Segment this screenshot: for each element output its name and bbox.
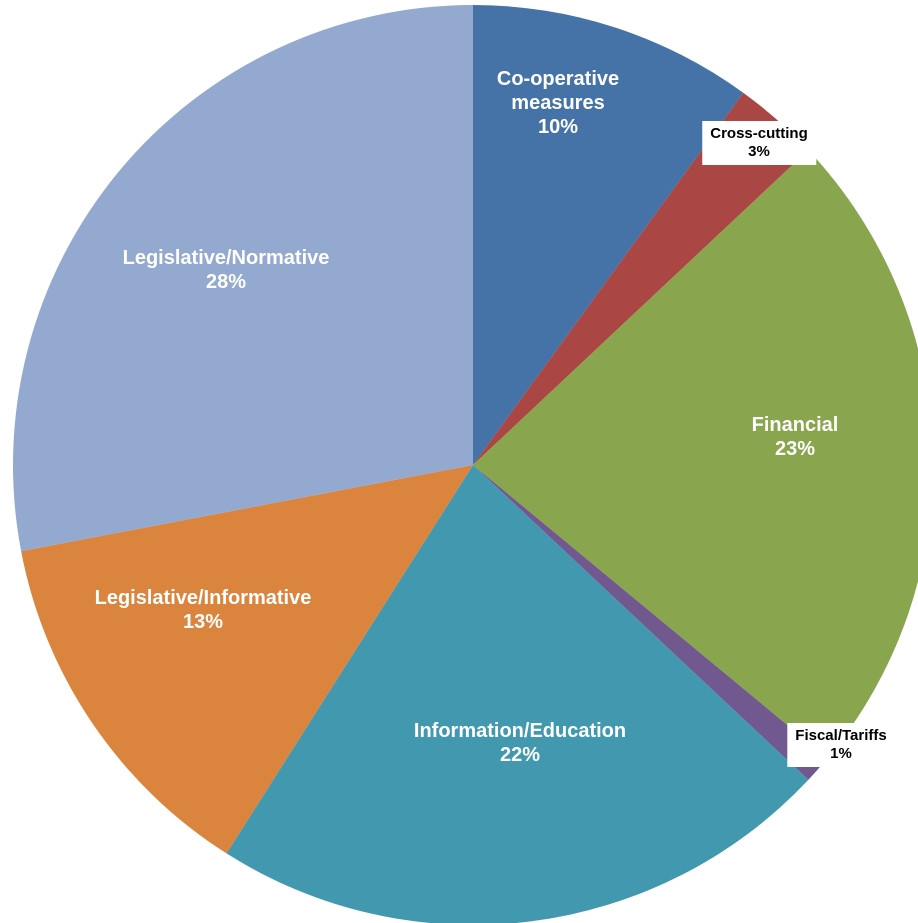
slice-label: Financial 23%: [752, 413, 839, 461]
slice-value: 1%: [830, 745, 852, 762]
slice-label: Legislative/Normative 28%: [123, 246, 330, 294]
slice-label: Fiscal/Tariffs 1%: [787, 723, 895, 767]
slice-label: Information/Education 22%: [414, 719, 626, 767]
slice-name: Cross-cutting: [710, 125, 808, 142]
slice-value: 13%: [182, 611, 224, 633]
slice-value: 23%: [774, 438, 816, 460]
slice-value: 3%: [748, 143, 770, 160]
slice-name: Fiscal/Tariffs: [795, 727, 887, 744]
pie-slice: [21, 465, 474, 854]
pie-slice: [473, 5, 744, 465]
slice-label: Legislative/Informative 13%: [95, 586, 312, 634]
pie-slice: [12, 5, 473, 552]
slice-name: Legislative/Informative: [94, 587, 312, 609]
slice-value: 10%: [537, 116, 579, 138]
slice-name: Financial: [751, 414, 839, 436]
pie-slice: [226, 465, 809, 923]
slice-name: Co-operative measures: [496, 68, 620, 114]
slice-label: Cross-cutting 3%: [702, 121, 816, 165]
slice-name: Information/Education: [413, 720, 627, 742]
pie-slice: [473, 465, 828, 780]
pie-slice: [473, 150, 918, 759]
slice-value: 22%: [499, 744, 541, 766]
pie-slice: [473, 92, 809, 466]
slice-value: 28%: [205, 271, 247, 293]
slice-label: Co-operative measures 10%: [488, 67, 628, 139]
slice-name: Legislative/Normative: [122, 247, 330, 269]
